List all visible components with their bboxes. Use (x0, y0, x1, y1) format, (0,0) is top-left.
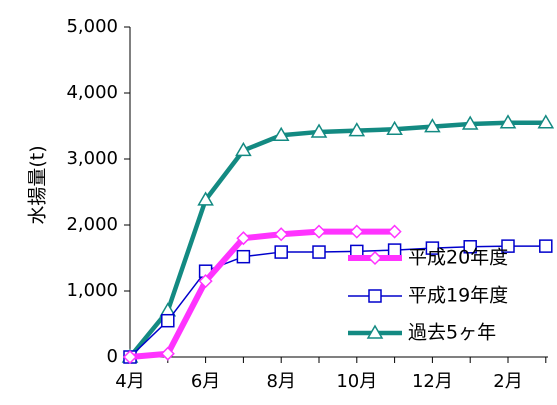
data-point-square (368, 289, 382, 303)
series-layer (121, 114, 555, 365)
legend-label: 過去5ヶ年 (408, 322, 496, 344)
data-point-triangle (348, 122, 366, 137)
data-point-square (312, 245, 326, 259)
data-point-square (425, 241, 440, 255)
x-tick-label: 10月 (336, 371, 377, 392)
series-diamond (122, 224, 402, 365)
data-point-diamond (311, 224, 327, 239)
y-tick-label: 3,000 (66, 148, 118, 169)
y-axis-title: 水揚量(t) (27, 145, 49, 224)
x-tick-label: 12月 (412, 371, 453, 392)
legend-item: 過去5ヶ年 (348, 322, 496, 344)
data-point-triangle (424, 118, 441, 133)
data-point-square (274, 245, 288, 259)
data-point-triangle (310, 123, 328, 138)
data-point-square (501, 239, 515, 253)
y-tick-label: 4,000 (66, 82, 118, 103)
legend-item: 平成19年度 (348, 285, 508, 307)
data-point-triangle (366, 324, 384, 339)
x-tick-label: 4月 (115, 371, 144, 392)
data-point-triangle (537, 114, 555, 129)
data-point-diamond (387, 224, 402, 239)
data-point-diamond (122, 349, 138, 365)
x-tick-label: 2月 (493, 371, 522, 392)
y-tick-label: 1,000 (66, 280, 118, 301)
data-point-triangle (461, 115, 479, 130)
legend-item: 平成20年度 (348, 247, 508, 269)
data-point-diamond (367, 250, 383, 266)
y-axis-label: 水揚量(t) (27, 145, 49, 224)
data-point-triangle (386, 120, 403, 136)
data-point-triangle (197, 191, 214, 206)
y-tick-label: 2,000 (66, 214, 118, 235)
series-square (123, 239, 553, 364)
legend-label: 平成20年度 (408, 247, 508, 269)
data-point-square (539, 239, 553, 253)
data-point-square (463, 240, 477, 254)
data-point-triangle (272, 126, 290, 141)
x-tick-label: 6月 (191, 371, 220, 392)
x-tick-label: 8月 (266, 371, 295, 392)
data-point-square (161, 313, 175, 328)
data-point-triangle (235, 141, 252, 157)
data-point-diamond (160, 346, 175, 361)
y-tick-label: 0 (107, 346, 118, 367)
data-point-diamond (198, 274, 213, 289)
series-line (127, 120, 549, 360)
legend-label: 平成19年度 (408, 285, 508, 307)
data-point-triangle (499, 114, 517, 129)
data-point-diamond (236, 231, 251, 246)
data-point-diamond (274, 227, 289, 242)
axes: 0 1,000 2,000 3,000 4,000 5,000 4月 6月 8月 10月 12月 2月 (66, 16, 548, 392)
data-point-square (236, 249, 251, 264)
y-tick-label: 5,000 (66, 16, 118, 37)
data-point-diamond (349, 224, 364, 239)
data-point-square (387, 243, 402, 257)
